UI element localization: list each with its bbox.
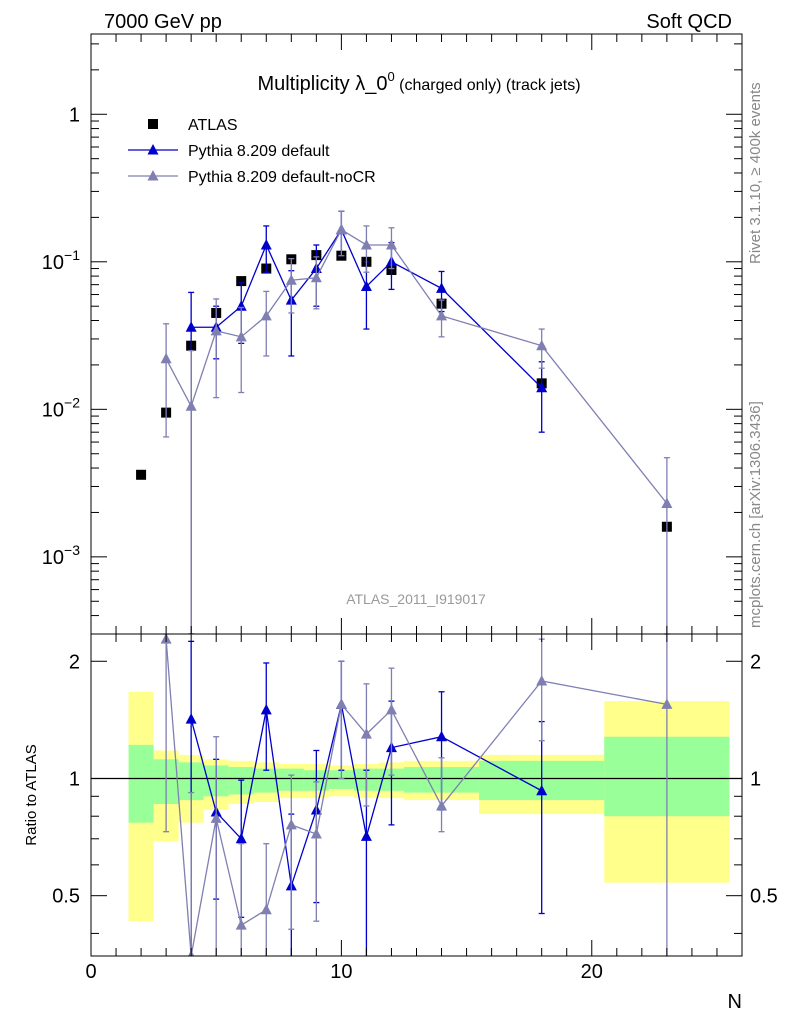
main-panel: 1 10−1 10−2 10−3 Multiplicity λ_00 (charged… bbox=[42, 33, 743, 635]
legend-marker-square bbox=[148, 119, 158, 129]
main-plot-marks bbox=[136, 210, 673, 634]
analysis-label: ATLAS_2011_I919017 bbox=[346, 591, 486, 607]
ratio-point-triangle bbox=[185, 713, 197, 724]
x-tick-label: 10 bbox=[330, 961, 352, 983]
main-y-tick-label: 10−2 bbox=[42, 394, 80, 421]
band-inner bbox=[128, 744, 154, 823]
data-point-triangle bbox=[436, 282, 448, 293]
ratio-point-triangle bbox=[310, 828, 322, 839]
data-point-triangle bbox=[260, 238, 272, 250]
ratio-point-triangle bbox=[385, 703, 397, 715]
legend: ATLAS Pythia 8.209 default Pythia 8.209 de… bbox=[128, 117, 376, 186]
x-axis-label: N bbox=[728, 991, 742, 1013]
chart-title: Multiplicity λ_00 (charged only) (track … bbox=[257, 69, 580, 95]
ratio-y-tick-label: 0.5 bbox=[52, 886, 80, 908]
ratio-point-triangle bbox=[210, 812, 222, 823]
ratio-y-tick-label-right: 2 bbox=[750, 651, 761, 673]
data-point-triangle bbox=[335, 223, 347, 235]
rivet-version-label: Rivet 3.1.10, ≥ 400k events bbox=[747, 82, 764, 264]
series-pythia-nocr bbox=[160, 210, 673, 634]
data-point-triangle bbox=[210, 324, 222, 336]
series-pythia-default bbox=[185, 210, 548, 634]
data-point-square bbox=[236, 276, 247, 287]
band-inner bbox=[253, 768, 279, 793]
legend-entry-label: Pythia 8.209 default-noCR bbox=[188, 169, 376, 186]
ratio-point-triangle bbox=[335, 698, 347, 709]
ratio-point-triangle bbox=[260, 703, 272, 715]
ratio-point-triangle bbox=[360, 728, 372, 739]
data-point-triangle bbox=[160, 352, 172, 364]
main-y-tick-label: 10−1 bbox=[42, 247, 80, 274]
data-point-triangle bbox=[661, 497, 673, 508]
legend-entry-label: Pythia 8.209 default bbox=[188, 143, 330, 160]
data-point-square bbox=[136, 469, 147, 480]
ratio-series-pythia-nocr bbox=[160, 634, 673, 956]
x-tick-label: 20 bbox=[581, 961, 603, 983]
ratio-point-triangle bbox=[235, 832, 247, 844]
data-point-triangle bbox=[385, 238, 397, 250]
ratio-point-triangle bbox=[260, 903, 272, 915]
ratio-point-triangle bbox=[360, 830, 372, 841]
mcplots-label: mcplots.cern.ch [arXiv:1306.3436] bbox=[747, 401, 764, 628]
ratio-point-triangle bbox=[285, 818, 297, 830]
header-category-label: Soft QCD bbox=[646, 11, 732, 33]
ratio-frame bbox=[90, 633, 743, 957]
ratio-point-triangle bbox=[436, 730, 448, 742]
data-point-triangle bbox=[235, 330, 247, 342]
legend-entry-label: ATLAS bbox=[188, 117, 238, 134]
data-point-triangle bbox=[260, 309, 272, 321]
main-axes: 1 10−1 10−2 10−3 bbox=[42, 34, 743, 635]
ratio-y-tick-label: 1 bbox=[69, 768, 80, 790]
ratio-point-triangle bbox=[661, 698, 673, 709]
data-point-triangle bbox=[285, 274, 297, 285]
main-y-tick-label: 1 bbox=[69, 104, 80, 126]
ratio-axes: 0.5 0.51 12 20 10 20 bbox=[52, 634, 778, 983]
legend-marker-triangle bbox=[147, 144, 159, 155]
band-inner bbox=[328, 770, 354, 789]
ratio-panel: 0.5 0.51 12 20 10 20 Ratio to ATLAS N bbox=[23, 633, 778, 1013]
ratio-uncertainty-bands bbox=[128, 691, 730, 922]
ratio-y-tick-label-right: 1 bbox=[750, 768, 761, 790]
ratio-y-tick-label-right: 0.5 bbox=[750, 886, 778, 908]
data-point-triangle bbox=[536, 381, 548, 393]
ratio-point-triangle bbox=[536, 674, 548, 686]
data-point-triangle bbox=[536, 339, 548, 351]
ratio-point-triangle bbox=[436, 799, 448, 811]
legend-marker-triangle bbox=[147, 170, 159, 181]
x-tick-label: 0 bbox=[85, 961, 96, 983]
data-point-triangle bbox=[185, 321, 197, 332]
data-point-triangle bbox=[310, 271, 322, 283]
data-point-triangle bbox=[185, 400, 197, 411]
ratio-y-tick-label: 2 bbox=[69, 651, 80, 673]
data-point-triangle bbox=[360, 238, 372, 250]
data-point-triangle bbox=[360, 280, 372, 292]
header-beam-label: 7000 GeV pp bbox=[104, 11, 222, 33]
ratio-y-axis-label: Ratio to ATLAS bbox=[23, 744, 40, 845]
ratio-point-triangle bbox=[536, 784, 548, 796]
ratio-point-triangle bbox=[235, 919, 247, 930]
data-point-triangle bbox=[436, 309, 448, 321]
main-y-tick-label: 10−3 bbox=[42, 542, 80, 569]
